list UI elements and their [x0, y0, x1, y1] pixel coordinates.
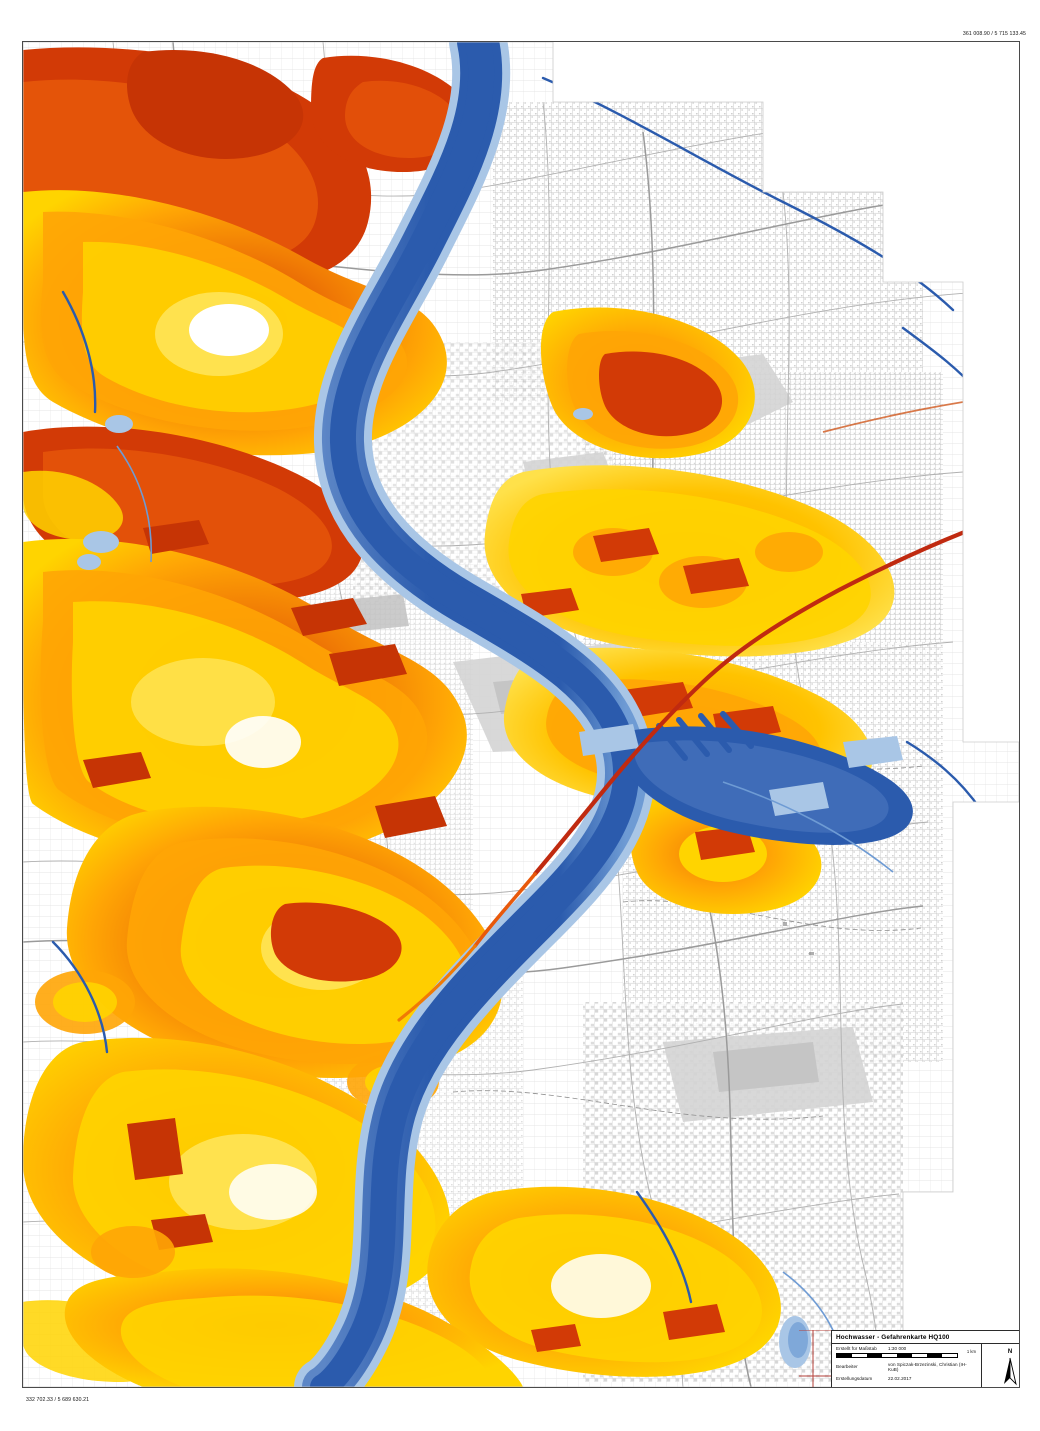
date-label: Erstellungsdatum	[836, 1376, 873, 1382]
editor-label: Bearbeiter	[836, 1364, 858, 1370]
editor-value: von Spiczak-Brzezinski, Christian (IH-Ku…	[888, 1361, 967, 1373]
scale-unit-label: 1 km	[966, 1348, 976, 1354]
legend-body: Erstellt für Maßstab 1:30 000 1 km Bearb…	[832, 1344, 1019, 1387]
coordinate-top-right: 361 008.90 / 5 715 133.45	[962, 31, 1026, 37]
north-label: N	[1007, 1349, 1013, 1356]
coordinate-bottom-left: 332 702.33 / 5 689 630.21	[26, 1397, 90, 1403]
editor-row: Bearbeiter von Spiczak-Brzezinski, Chris…	[832, 1360, 981, 1375]
scale-label: Erstellt für Maßstab	[836, 1345, 877, 1351]
legend-box[interactable]: Hochwasser - Gefahrenkarte HQ100 Erstell…	[831, 1330, 1019, 1387]
scale-bar	[836, 1353, 958, 1358]
index-grid	[799, 1330, 831, 1387]
date-row: Erstellungsdatum 22.02.2017	[832, 1375, 981, 1384]
map-frame[interactable]: Hochwasser - Gefahrenkarte HQ100 Erstell…	[22, 41, 1020, 1388]
north-arrow: N	[1001, 1349, 1019, 1386]
scale-row: Erstellt für Maßstab 1:30 000	[832, 1344, 981, 1353]
north-arrow-icon	[1004, 1357, 1017, 1386]
scale-value: 1:30 000	[888, 1345, 907, 1351]
legend-info-column: Erstellt für Maßstab 1:30 000 1 km Bearb…	[832, 1344, 982, 1387]
legend-title: Hochwasser - Gefahrenkarte HQ100	[832, 1331, 1019, 1345]
date-value: 22.02.2017	[888, 1376, 912, 1382]
scale-bar-wrap: 1 km	[832, 1349, 981, 1360]
map-canvas[interactable]	[23, 42, 1019, 1387]
legend-symbol-column: N STADT DUISBURG am Rhein	[982, 1344, 1019, 1387]
